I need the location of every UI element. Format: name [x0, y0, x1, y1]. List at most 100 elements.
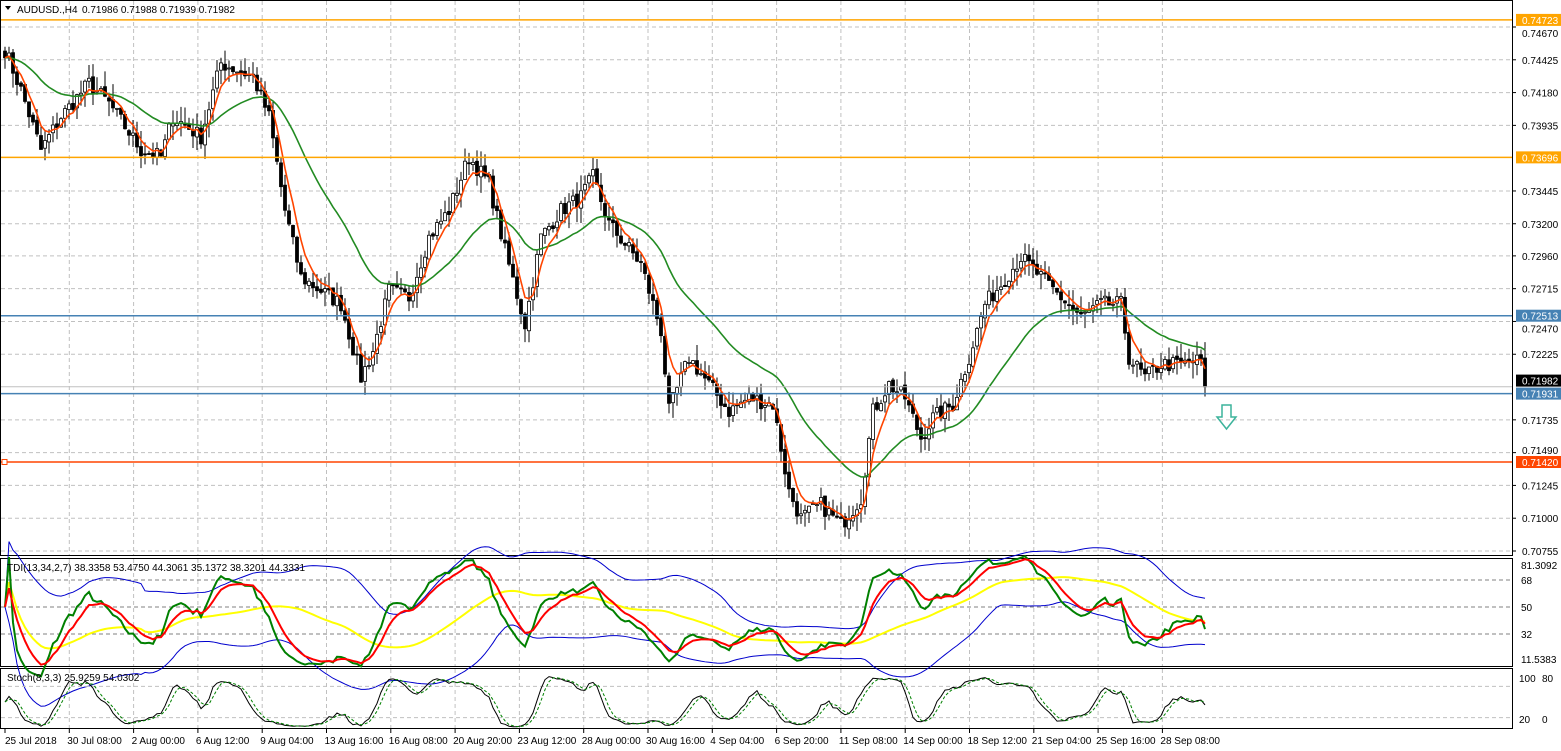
candle-body	[19, 82, 23, 87]
candle-body	[275, 137, 279, 162]
tdi-axis-label: 81.3092	[1521, 561, 1558, 572]
candle-body	[1199, 354, 1203, 360]
candle-body	[1079, 311, 1083, 315]
candle-body	[875, 402, 879, 410]
candle-body	[359, 353, 363, 383]
tdi-pane-frame	[0, 558, 1513, 667]
candle-body	[411, 292, 415, 302]
candle-body	[983, 303, 987, 319]
time-axis-label: 30 Aug 16:00	[646, 736, 705, 747]
price-axis-label: 0.72225	[1522, 350, 1559, 361]
level-price-label: 0.71931	[1522, 390, 1559, 401]
candle-body	[1103, 295, 1107, 299]
candle-body	[923, 437, 927, 439]
candle-body	[143, 153, 147, 156]
candle-body	[191, 130, 195, 137]
level-anchor-handle[interactable]	[1, 458, 8, 465]
candle-body	[399, 287, 403, 290]
fast-moving-average-line	[4, 55, 1206, 520]
candle-body	[119, 107, 123, 115]
candle-body	[391, 284, 395, 287]
candle-body	[963, 374, 967, 382]
candle-body	[203, 123, 207, 146]
time-axis-label: 21 Sep 04:00	[1032, 736, 1092, 747]
time-axis-label: 18 Sep 12:00	[968, 736, 1028, 747]
candle-body	[1003, 284, 1007, 287]
candle-body	[1039, 271, 1043, 275]
price-axis-label: 0.71490	[1522, 446, 1559, 457]
candle-body	[979, 316, 983, 329]
candle-body	[563, 203, 567, 215]
candle-body	[671, 392, 675, 404]
candle-body	[663, 336, 667, 375]
candle-body	[319, 288, 323, 293]
candle-body	[1135, 361, 1139, 365]
candle-body	[115, 107, 119, 110]
candle-body	[499, 209, 503, 240]
candle-body	[483, 165, 487, 177]
candle-body	[439, 220, 443, 225]
candle-body	[1027, 254, 1031, 262]
candle-body	[635, 251, 639, 262]
candle-body	[1067, 304, 1071, 307]
level-price-label: 0.71420	[1522, 458, 1559, 469]
candle-body	[1007, 280, 1011, 287]
candle-body	[679, 372, 683, 388]
candle-body	[303, 272, 307, 285]
stoch-axis-label: 0	[1542, 715, 1548, 726]
time-axis-label: 28 Aug 00:00	[582, 736, 641, 747]
candle-body	[623, 243, 627, 246]
time-axis-label: 4 Sep 04:00	[710, 736, 764, 747]
price-axis-label: 0.71245	[1522, 481, 1559, 492]
stoch-axis-label: 100	[1519, 674, 1536, 685]
candle-body	[547, 226, 551, 231]
candle-body	[571, 195, 575, 201]
candle-body	[3, 50, 7, 59]
stoch-axis-label: 20	[1519, 715, 1531, 726]
candle-body	[459, 179, 463, 195]
candle-body	[739, 401, 743, 408]
candle-body	[307, 280, 311, 286]
candle-body	[967, 363, 971, 374]
candle-body	[467, 162, 471, 165]
candle-body	[1051, 279, 1055, 288]
candle-body	[451, 193, 455, 214]
price-axis-label: 0.71735	[1522, 416, 1559, 427]
candle-body	[471, 161, 475, 166]
price-axis-label: 0.73445	[1522, 187, 1559, 198]
slow-moving-average-line	[4, 56, 1206, 478]
candle-body	[1107, 296, 1111, 306]
candle-body	[587, 175, 591, 184]
candle-body	[1055, 287, 1059, 293]
candle-body	[71, 103, 75, 110]
candle-body	[871, 403, 875, 440]
price-axis-label: 0.72960	[1522, 252, 1559, 263]
candle-body	[975, 328, 979, 347]
stoch-main-line	[4, 676, 1206, 728]
triangle-down-icon[interactable]	[5, 6, 11, 10]
candle-body	[839, 516, 843, 519]
candle-body	[1143, 368, 1147, 375]
candle-body	[259, 89, 263, 92]
level-price-label: 0.73696	[1522, 153, 1559, 164]
candle-body	[535, 254, 539, 287]
candle-body	[1175, 355, 1179, 360]
candles	[3, 46, 1207, 539]
candle-body	[763, 405, 767, 408]
candle-body	[311, 282, 315, 289]
tdi-base-line	[4, 576, 1206, 650]
stoch-indicator	[1, 676, 1512, 728]
candle-body	[27, 101, 31, 118]
candle-body	[583, 184, 587, 191]
candle-body	[827, 508, 831, 516]
candle-body	[803, 509, 807, 514]
candle-body	[199, 127, 203, 145]
candle-body	[127, 130, 131, 136]
candle-body	[883, 395, 887, 403]
candle-body	[1147, 366, 1151, 374]
candle-body	[907, 400, 911, 406]
candle-body	[523, 313, 527, 330]
candle-body	[631, 244, 635, 254]
time-axis-label: 2 Aug 00:00	[132, 736, 186, 747]
